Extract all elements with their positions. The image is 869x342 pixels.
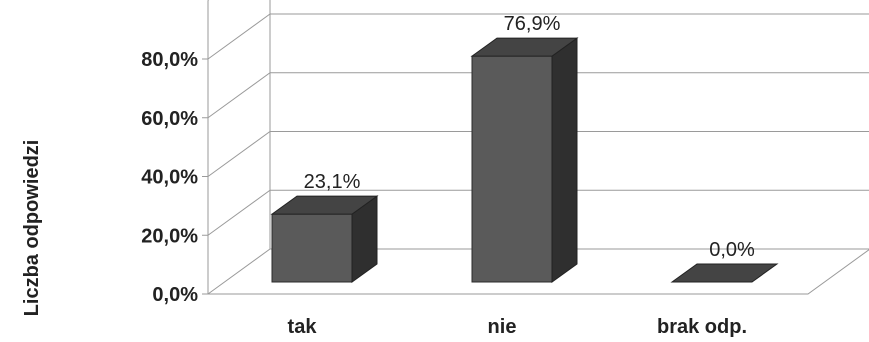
data-labels: 23,1% 76,9% 0,0% xyxy=(304,13,755,261)
x-category-label: tak xyxy=(288,316,318,338)
bars xyxy=(270,37,779,283)
y-tick-label: 80,0% xyxy=(141,49,198,71)
bar-front xyxy=(271,213,353,283)
bar-top xyxy=(670,263,779,283)
x-category-label: nie xyxy=(488,316,517,338)
y-tick-label: 60,0% xyxy=(141,108,198,130)
bar-brakodp xyxy=(670,263,779,283)
y-axis-title: Liczba odpowiedzi xyxy=(21,140,43,317)
y-tick-label: 0,0% xyxy=(152,284,198,306)
floor-edge xyxy=(208,249,869,295)
bar-front xyxy=(471,55,553,283)
bar-top xyxy=(470,37,579,57)
y-tick-label: 40,0% xyxy=(141,167,198,189)
data-label: 23,1% xyxy=(304,171,361,193)
y-axis-ticks: 0,0% 20,0% 40,0% 60,0% 80,0% xyxy=(141,49,208,306)
bar-top xyxy=(270,195,379,215)
y-tick-label: 20,0% xyxy=(141,225,198,247)
data-label: 76,9% xyxy=(504,13,561,35)
data-label: 0,0% xyxy=(709,239,755,261)
bar-nie xyxy=(470,37,579,283)
x-category-label: brak odp. xyxy=(657,316,747,338)
x-axis-categories: tak nie brak odp. xyxy=(288,316,747,338)
bar-tak xyxy=(270,195,379,283)
bar-side xyxy=(551,37,578,283)
gridlines xyxy=(207,0,869,295)
